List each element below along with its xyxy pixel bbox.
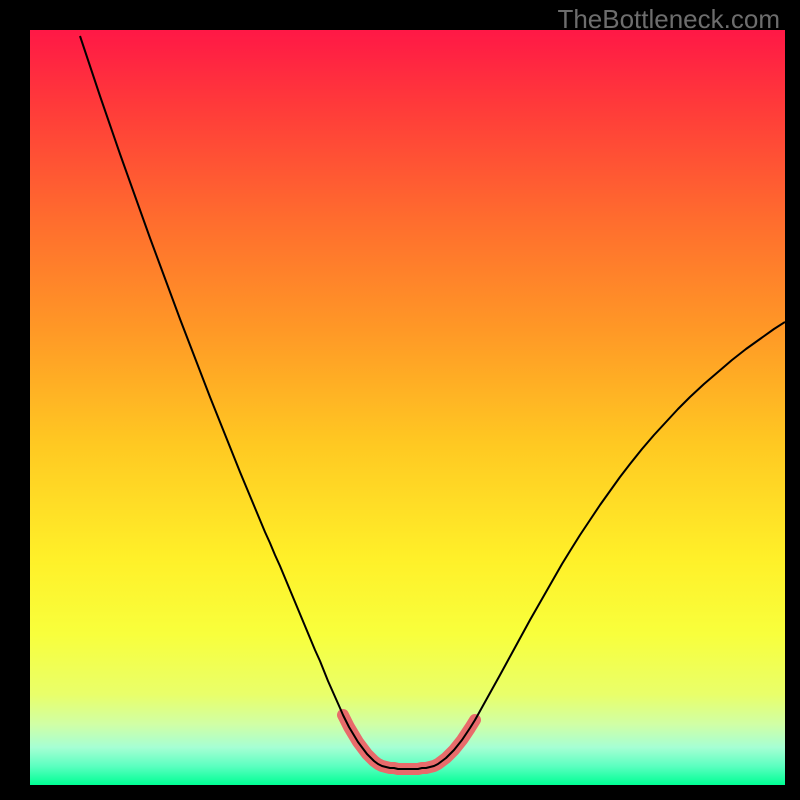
plot-svg	[30, 30, 785, 785]
watermark-text: TheBottleneck.com	[557, 4, 780, 35]
gradient-background	[30, 30, 785, 785]
plot-area	[30, 30, 785, 785]
